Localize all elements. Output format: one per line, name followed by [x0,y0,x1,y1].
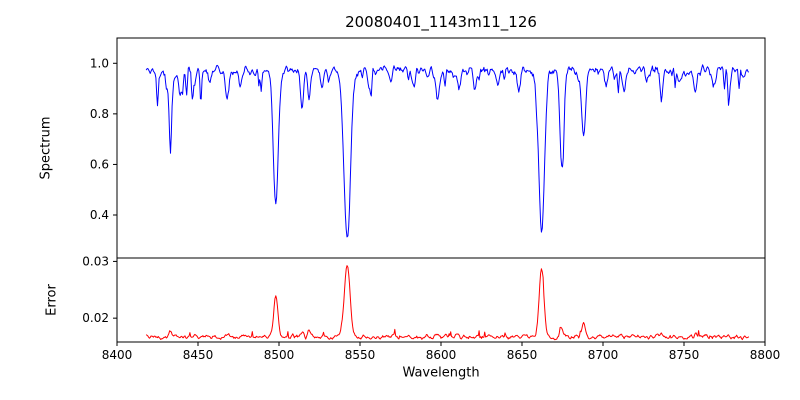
x-tick-label: 8550 [345,348,376,362]
error-axes-frame [116,257,766,343]
x-tick-label: 8650 [507,348,538,362]
y-tick-label: 1.0 [90,56,109,70]
x-tick-label: 8400 [102,348,133,362]
x-axis-label: Wavelength [402,365,480,381]
y-tick-label: 0.8 [90,107,109,121]
spectrum-series-line [145,64,750,238]
x-tick-label: 8500 [264,348,295,362]
y-tick-label: 0.02 [82,311,109,325]
x-tick-label: 8600 [426,348,457,362]
y-tick-label: 0.6 [90,157,109,171]
x-tick-label: 8700 [588,348,619,362]
y-tick-label: 0.03 [82,254,109,268]
x-tick-label: 8450 [183,348,214,362]
x-tick-label: 8800 [750,348,781,362]
error-series-line [145,265,750,341]
x-tick-label: 8750 [669,348,700,362]
y-tick-label: 0.4 [90,208,109,222]
figure-title: 20080401_1143m11_126 [345,13,537,31]
